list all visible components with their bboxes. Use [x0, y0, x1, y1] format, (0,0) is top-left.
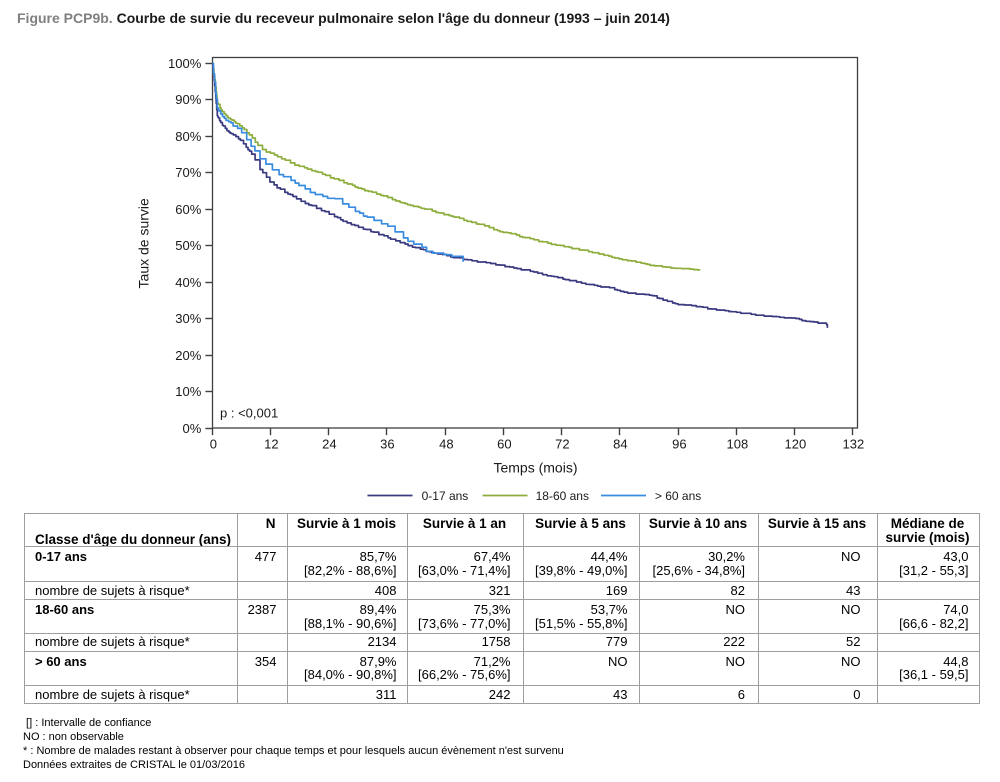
svg-text:0: 0 — [210, 437, 217, 452]
svg-text:> 60 ans: > 60 ans — [655, 489, 701, 503]
svg-text:60: 60 — [497, 437, 511, 452]
svg-text:132: 132 — [843, 437, 865, 452]
svg-text:36: 36 — [380, 437, 394, 452]
svg-text:0-17 ans: 0-17 ans — [422, 489, 469, 503]
svg-text:84: 84 — [613, 437, 627, 452]
svg-text:p : <0,001: p : <0,001 — [220, 405, 278, 420]
svg-text:70%: 70% — [175, 165, 201, 180]
svg-text:Temps (mois): Temps (mois) — [493, 460, 577, 476]
svg-text:10%: 10% — [175, 384, 201, 399]
svg-text:20%: 20% — [175, 348, 201, 363]
svg-text:108: 108 — [727, 437, 749, 452]
svg-text:120: 120 — [785, 437, 807, 452]
svg-text:72: 72 — [555, 437, 569, 452]
svg-text:Taux de survie: Taux de survie — [136, 198, 152, 288]
svg-text:96: 96 — [672, 437, 686, 452]
svg-text:18-60 ans: 18-60 ans — [536, 489, 589, 503]
svg-text:80%: 80% — [175, 129, 201, 144]
svg-text:30%: 30% — [175, 311, 201, 326]
svg-text:24: 24 — [322, 437, 336, 452]
svg-text:0%: 0% — [183, 421, 202, 436]
svg-text:48: 48 — [439, 437, 453, 452]
svg-text:12: 12 — [264, 437, 278, 452]
svg-text:90%: 90% — [175, 92, 201, 107]
svg-text:50%: 50% — [175, 238, 201, 253]
svg-text:100%: 100% — [168, 56, 202, 71]
svg-text:40%: 40% — [175, 275, 201, 290]
svg-text:60%: 60% — [175, 202, 201, 217]
